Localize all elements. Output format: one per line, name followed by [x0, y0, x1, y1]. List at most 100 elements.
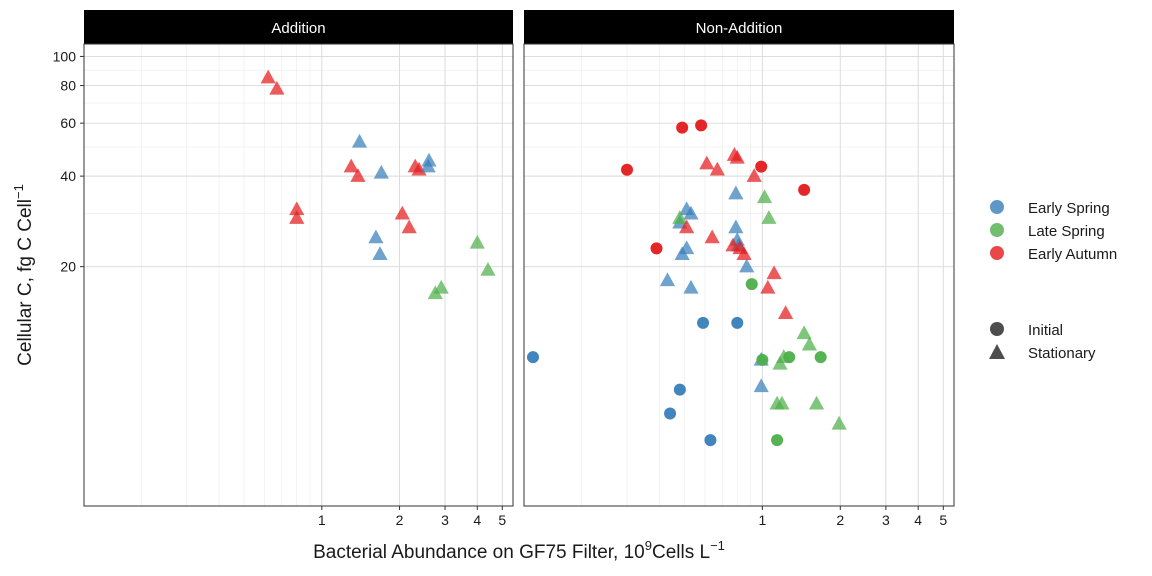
data-point-stationary	[756, 189, 773, 204]
data-point-stationary	[421, 152, 437, 167]
x-tick-label: 5	[498, 512, 506, 528]
x-axis-non-addition: 1 2 3 4 5	[758, 506, 947, 528]
data-point-initial	[621, 163, 634, 176]
x-tick-label: 2	[836, 512, 844, 528]
data-point-initial	[697, 316, 710, 329]
data-point-stationary	[753, 378, 769, 393]
data-point-stationary	[420, 158, 436, 173]
x-tick-label: 3	[882, 512, 890, 528]
legend-label-early-spring: Early Spring	[1028, 200, 1110, 217]
grid-non-addition	[524, 44, 954, 506]
legend-key-initial	[990, 322, 1004, 336]
data-point-stationary	[289, 210, 305, 224]
data-point-stationary	[659, 272, 676, 287]
y-tick-label: 40	[60, 168, 76, 184]
legend-label-early-autumn: Early Autumn	[1028, 246, 1117, 263]
y-axis: 20 40 60 80 100	[53, 48, 84, 275]
data-point-stationary	[269, 80, 285, 95]
data-point-stationary	[679, 219, 695, 234]
data-point-initial	[650, 242, 663, 255]
y-tick-label: 80	[60, 78, 76, 94]
data-point-initial	[664, 407, 677, 420]
data-point-stationary	[372, 246, 388, 260]
points-non-addition	[526, 119, 847, 447]
data-point-stationary	[699, 155, 715, 170]
data-point-stationary	[373, 164, 389, 179]
data-point-initial	[798, 183, 811, 196]
data-point-stationary	[728, 185, 744, 200]
panel-border-addition	[83, 43, 514, 507]
strip-label-addition: Addition	[271, 20, 325, 37]
data-point-stationary	[401, 219, 417, 234]
data-point-stationary	[343, 158, 359, 173]
data-point-stationary	[729, 149, 745, 164]
data-point-initial	[676, 121, 689, 134]
data-point-stationary	[469, 234, 485, 249]
data-point-stationary	[831, 415, 847, 430]
data-point-stationary	[772, 355, 788, 370]
panel-background	[524, 44, 954, 506]
x-tick-label: 1	[318, 512, 326, 528]
data-point-stationary	[778, 305, 794, 319]
y-tick-label: 100	[53, 48, 77, 64]
data-point-initial	[755, 160, 768, 173]
data-point-initial	[673, 383, 686, 396]
data-point-initial	[756, 353, 769, 366]
data-point-stationary	[774, 395, 790, 410]
x-axis-addition: 1 2 3 4 5	[318, 506, 506, 528]
strip-addition	[84, 10, 513, 44]
legend-key-stationary	[989, 344, 1005, 359]
data-point-stationary	[394, 205, 410, 220]
data-point-stationary	[760, 279, 776, 294]
data-point-initial	[526, 351, 539, 364]
data-point-stationary	[704, 229, 720, 244]
data-point-stationary	[260, 69, 276, 84]
data-point-stationary	[728, 219, 744, 234]
legend-label-stationary: Stationary	[1028, 345, 1096, 362]
grid-addition	[84, 44, 513, 506]
data-point-stationary	[351, 133, 368, 148]
data-point-stationary	[672, 210, 688, 224]
data-point-stationary	[683, 205, 699, 220]
x-tick-label: 4	[914, 512, 922, 528]
x-tick-label: 1	[758, 512, 766, 528]
data-point-stationary	[761, 210, 777, 224]
data-point-stationary	[427, 285, 443, 300]
panel-addition: Addition	[83, 10, 514, 507]
data-point-stationary	[480, 261, 496, 276]
data-point-stationary	[801, 336, 818, 351]
data-point-stationary	[709, 161, 725, 176]
data-point-stationary	[368, 229, 384, 244]
data-point-stationary	[739, 258, 755, 273]
data-point-stationary	[766, 265, 782, 280]
legend: Early Spring Late Spring Early Autumn In…	[989, 200, 1117, 362]
panel-border-non-addition	[523, 43, 955, 507]
legend-key-early-spring	[990, 200, 1004, 214]
legend-label-initial: Initial	[1028, 322, 1063, 339]
data-point-initial	[731, 316, 744, 329]
legend-key-early-autumn	[990, 246, 1004, 260]
data-point-stationary	[796, 325, 812, 340]
y-axis-title: Cellular C, fg C Cell−1	[11, 184, 36, 366]
legend-season: Early Spring Late Spring Early Autumn	[990, 200, 1117, 263]
data-point-initial	[704, 434, 717, 447]
data-point-stationary	[808, 395, 825, 410]
x-tick-label: 4	[473, 512, 481, 528]
data-point-initial	[771, 434, 784, 447]
x-tick-label: 2	[396, 512, 404, 528]
data-point-stationary	[289, 201, 305, 216]
data-point-stationary	[683, 279, 699, 294]
panel-non-addition: Non-Addition	[523, 10, 955, 507]
legend-key-late-spring	[990, 223, 1004, 237]
data-point-initial	[695, 119, 708, 132]
y-tick-label: 60	[60, 115, 76, 131]
panel-background	[84, 44, 513, 506]
strip-label-non-addition: Non-Addition	[696, 20, 783, 37]
x-axis-title: Bacterial Abundance on GF75 Filter, 109C…	[313, 538, 725, 563]
legend-label-late-spring: Late Spring	[1028, 223, 1105, 240]
points-addition	[260, 69, 496, 300]
legend-phase: Initial Stationary	[989, 322, 1096, 362]
data-point-stationary	[736, 246, 752, 260]
data-point-initial	[745, 278, 758, 291]
